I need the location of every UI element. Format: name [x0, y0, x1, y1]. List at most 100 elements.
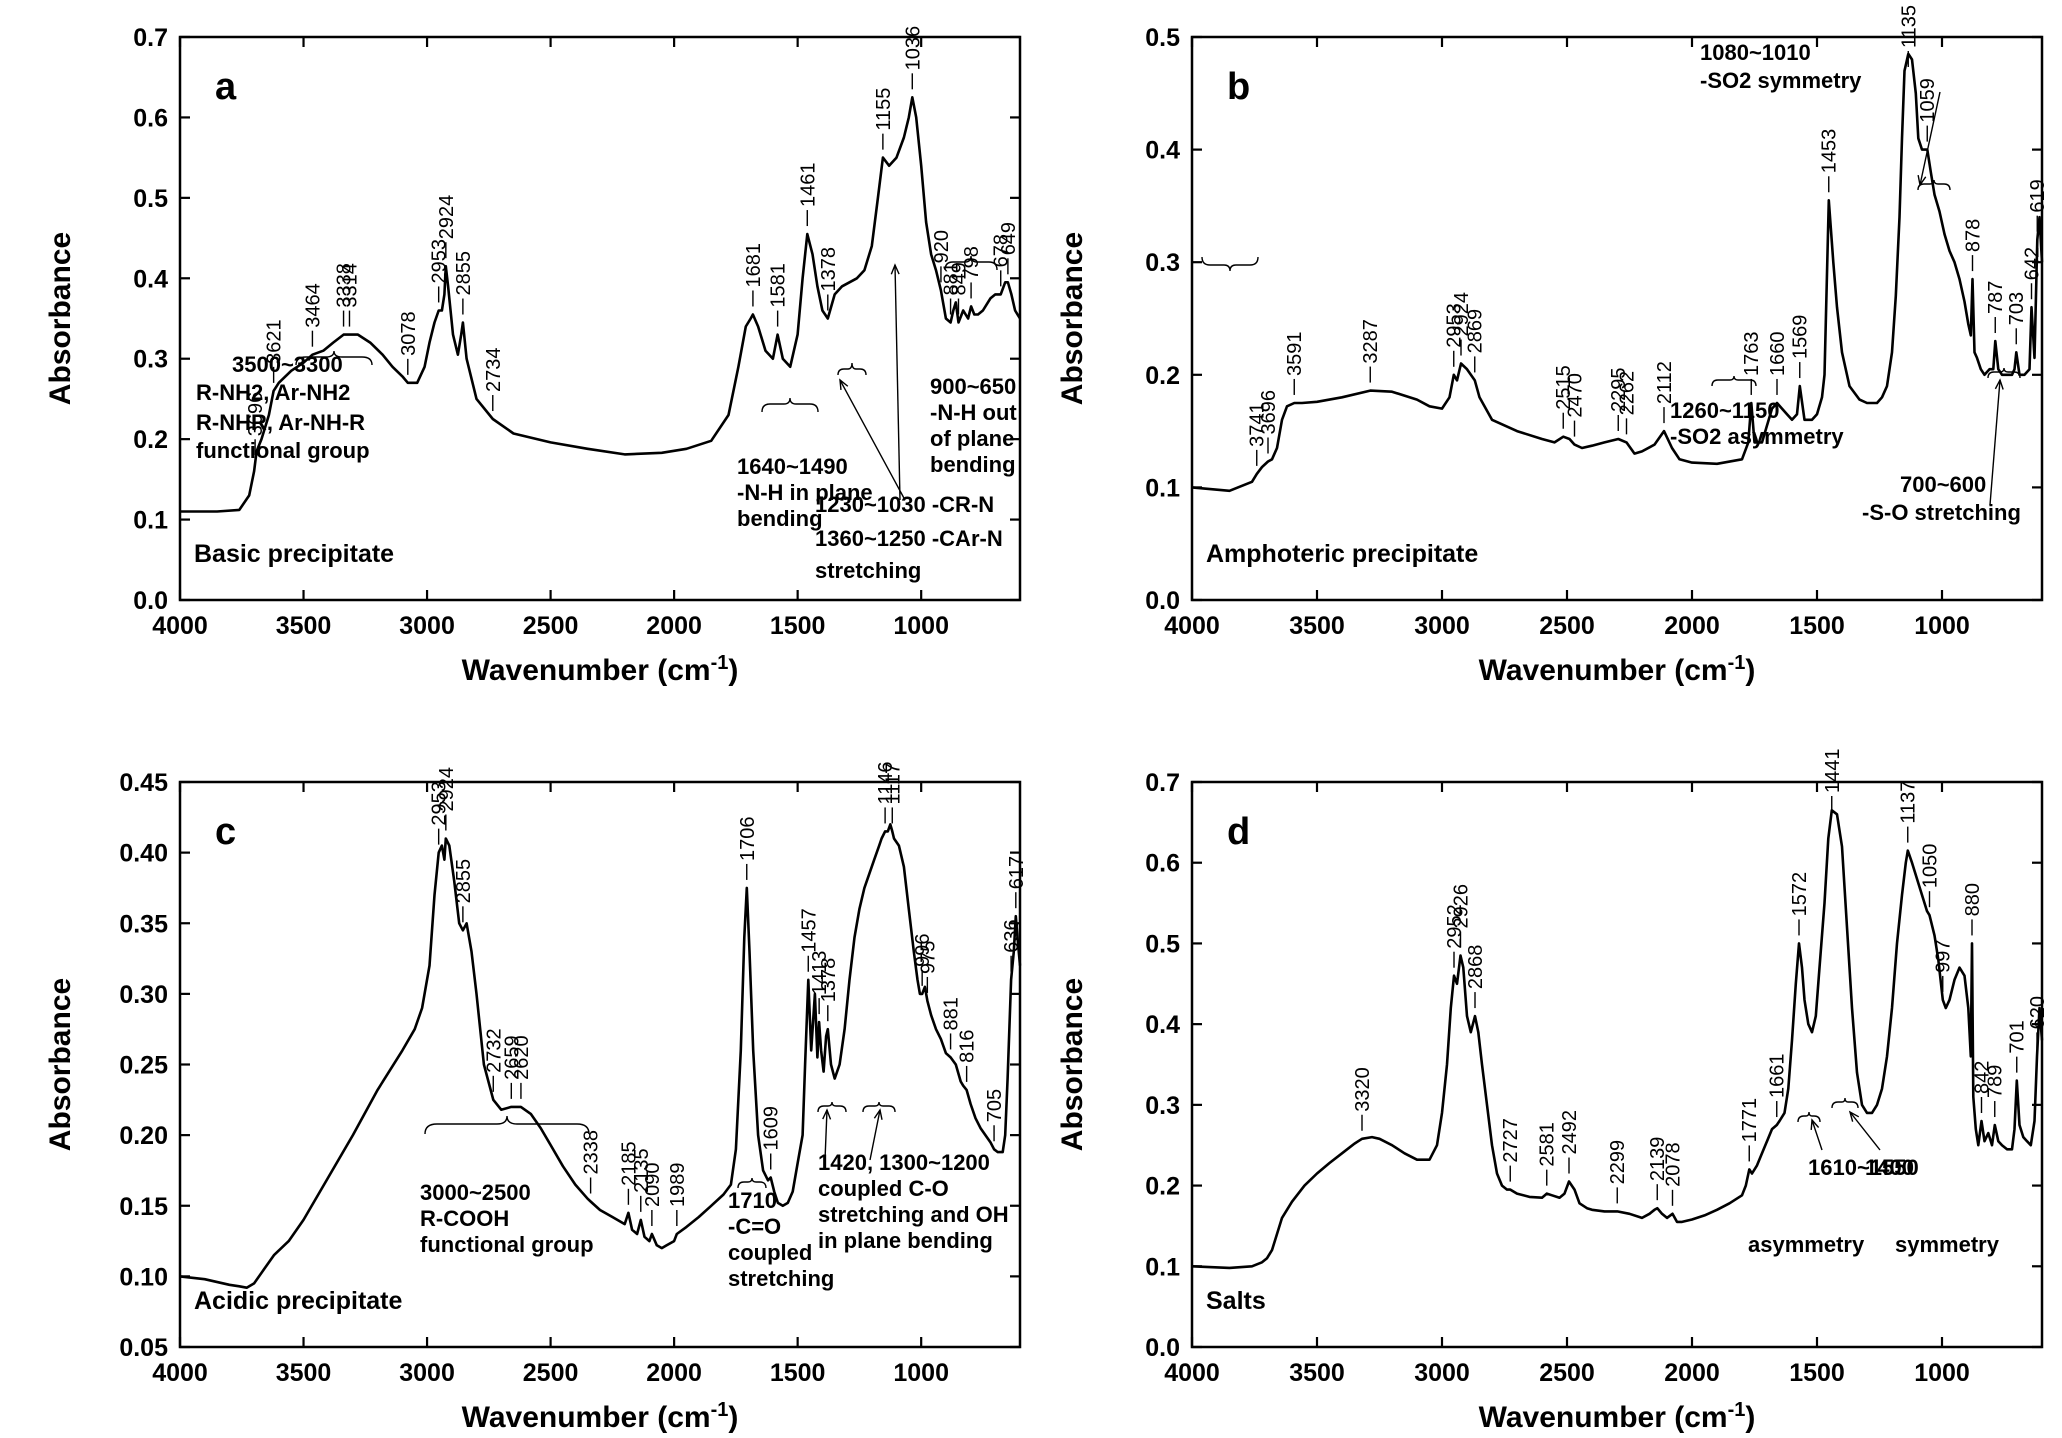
spectrum-line [1191, 809, 2044, 1270]
peak-label: 2185 [618, 1141, 640, 1186]
annotation-marks [295, 91, 2021, 1189]
y-tick-label: 0.30 [119, 981, 168, 1009]
peak-label: 619 [2027, 179, 2049, 212]
annotation-text: 1710 [728, 1188, 777, 1213]
annotation-text: symmetry [1895, 1232, 2000, 1257]
x-tick-label: 1000 [1914, 1359, 1970, 1387]
peak-label: 3320 [1352, 1067, 1374, 1112]
spectrum-line [1191, 52, 2044, 493]
brace-mark [1987, 367, 2021, 379]
peak-label: 1569 [1790, 315, 1812, 360]
y-tick-label: 0.0 [1145, 1334, 1180, 1362]
peak-label: 1135 [1898, 5, 1920, 48]
peak-label: 1137 [1898, 781, 1920, 824]
y-tick-label: 0.25 [119, 1052, 168, 1080]
panel-caption-amphoteric: Amphoteric precipitate [1206, 540, 1478, 568]
peak-label: 3338 [334, 263, 356, 308]
peak-label: 2659 [501, 1035, 523, 1080]
arrow-head [822, 1108, 832, 1120]
x-tick-label: 4000 [152, 612, 208, 640]
peak-label: 3621 [264, 319, 286, 364]
arrow-line [869, 1109, 881, 1161]
peak-label: 2869 [1465, 309, 1487, 354]
x-tick-label: 4000 [1164, 612, 1220, 640]
peak-label: 1146 [875, 761, 897, 804]
peak-label: 2338 [581, 1130, 603, 1175]
y-tick-label: 0.7 [133, 24, 168, 52]
arrow-head [890, 263, 900, 275]
peak-label: 1661 [1767, 1054, 1789, 1099]
y-tick-label: 0.4 [133, 265, 168, 293]
x-tick-label: 1500 [1789, 612, 1845, 640]
peak-label: 878 [1963, 219, 1985, 252]
peak-label: 816 [957, 1030, 979, 1063]
y-tick-label: 0.5 [133, 185, 168, 213]
brace-mark [837, 362, 867, 376]
peak-label: 3464 [302, 283, 324, 328]
y-axis-label: Absorbance [44, 232, 77, 405]
peak-label: 2620 [511, 1035, 533, 1080]
arrow-head [839, 378, 849, 391]
x-axis-label: Wavenumber (cm-1) [1479, 652, 1756, 687]
y-tick-label: 0.4 [1145, 1011, 1180, 1039]
peak-label: 996 [912, 934, 934, 967]
x-tick-label: 2500 [523, 1359, 579, 1387]
y-tick-label: 0.1 [1145, 1253, 1180, 1281]
brace-mark [737, 1177, 767, 1189]
brace-mark [862, 1101, 896, 1113]
annotation-text: -N-H out [930, 400, 1017, 425]
brace-mark [1797, 1111, 1821, 1123]
x-tick-label: 1500 [1789, 1359, 1845, 1387]
peak-label: 2855 [453, 859, 475, 904]
peak-label: 2090 [642, 1163, 664, 1208]
arrow-line [894, 264, 901, 501]
annotation-text: 1610~1550 [1808, 1155, 1919, 1180]
arrow-line [1989, 379, 2001, 506]
brace-mark [1917, 179, 1951, 191]
peak-label: 2732 [483, 1028, 505, 1073]
x-tick-label: 1500 [770, 1359, 826, 1387]
peak-label: 1441 [1822, 749, 1844, 794]
peak-label: 2470 [1565, 373, 1587, 418]
peak-label: 2135 [631, 1148, 653, 1193]
peak-label: 881 [941, 997, 963, 1030]
y-tick-label: 0.5 [1145, 930, 1180, 958]
annotation-text: stretching [815, 558, 921, 583]
panel-c: 4000 3500 3000 2500 2000 1500 1000 0.05 0.10 0.15… [44, 761, 1028, 1434]
peak-label: 701 [2007, 1020, 2029, 1053]
peak-label: 1989 [667, 1163, 689, 1208]
x-tick-label: 4000 [1164, 1359, 1220, 1387]
arrow-line [824, 1109, 828, 1161]
peak-label: 2295 [1608, 367, 1630, 412]
arrow-line [839, 379, 906, 501]
peak-label: 997 [1933, 940, 1955, 973]
y-tick-label: 0.35 [119, 910, 168, 938]
x-tick-label: 2500 [523, 612, 579, 640]
panel-label: a [215, 66, 237, 108]
y-tick-label: 0.15 [119, 1193, 168, 1221]
peak-label: 787 [1985, 281, 2007, 314]
brace-mark [1711, 375, 1757, 387]
annotation-text: 1640~1490 [737, 454, 848, 479]
y-axis-label: Absorbance [1056, 232, 1089, 405]
plot-frame [1190, 780, 2044, 1349]
brace-mark [1201, 256, 1259, 272]
panel-a: 4000 3500 3000 2500 2000 1500 1000 0.0 0.1 0.2 0.3… [44, 24, 1022, 687]
peak-label: 798 [961, 246, 983, 279]
annotation-text: -SO2 asymmetry [1670, 424, 1844, 449]
peak-label: 2734 [483, 348, 505, 393]
y-tick-label: 0.6 [1145, 850, 1180, 878]
peak-label: 2078 [1663, 1142, 1685, 1187]
annotation-text: asymmetry [1748, 1232, 1865, 1257]
y-tick-label: 0.40 [119, 840, 168, 868]
x-tick-label: 3000 [1414, 612, 1470, 640]
annotation-text: 1080~1010 [1700, 40, 1811, 65]
peak-label: 881 [941, 262, 963, 295]
peak-label: 1036 [902, 26, 924, 71]
peak-label: 620 [2027, 996, 2049, 1029]
peak-label: 2924 [1451, 292, 1473, 337]
arrow-head [1994, 378, 2004, 390]
peak-label: 2855 [453, 251, 475, 295]
y-tick-label: 0.5 [1145, 24, 1180, 52]
annotation-text: coupled C-O [818, 1176, 949, 1201]
